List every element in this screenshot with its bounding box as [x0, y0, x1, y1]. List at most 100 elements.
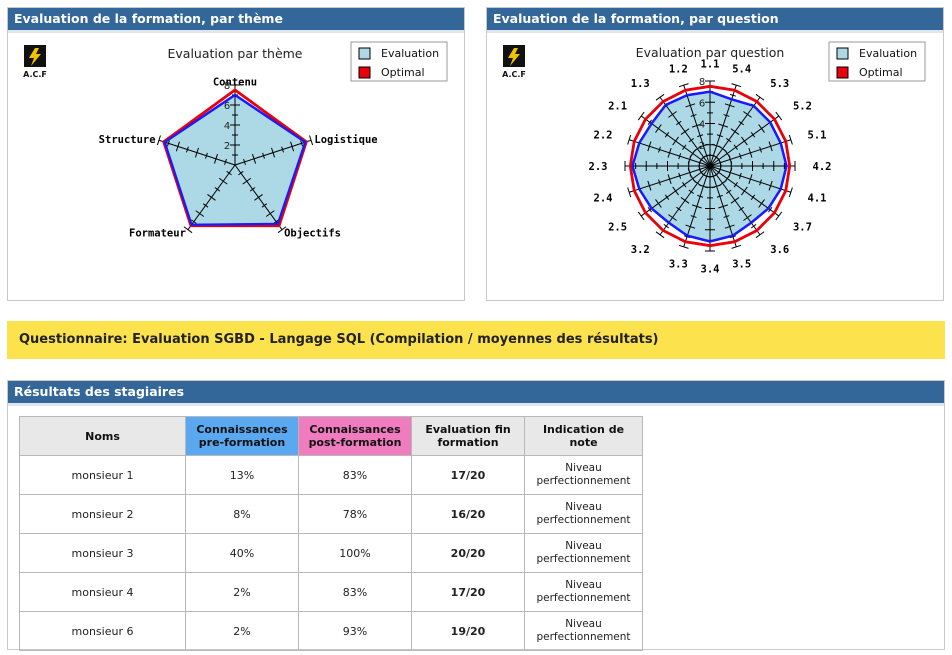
radar-tick — [750, 224, 757, 229]
cell-eval: 16/20 — [411, 494, 525, 534]
cell-post: 83% — [298, 455, 412, 495]
radar-tick — [678, 83, 689, 88]
cell-nom: monsieur 2 — [19, 494, 186, 534]
radar-tick — [254, 194, 263, 201]
acf-logo-question: A.C.F — [502, 45, 526, 79]
radar-tick — [668, 214, 677, 221]
radar-tick — [676, 206, 682, 212]
radar-tick — [680, 197, 690, 204]
radar-tick — [226, 170, 232, 176]
radar-tick — [723, 215, 730, 218]
radar-tick — [655, 199, 662, 208]
table-row: monsieur 6 2% 93% 19/20 Niveau perfection… — [19, 611, 643, 651]
results-panel-title: Résultats des stagiaires — [8, 381, 944, 406]
cell-note: Niveau perfectionnement — [524, 611, 643, 651]
radar-tick — [759, 179, 762, 186]
theme-chart-panel: Evaluation de la formation, par thème A.… — [7, 7, 465, 301]
radar-tick — [309, 135, 314, 146]
header-indication-note: Indication de note — [524, 416, 643, 456]
radar-tick — [238, 170, 244, 176]
cell-post: 83% — [298, 572, 412, 612]
question-chart-panel: Evaluation de la formation, par question… — [486, 7, 944, 301]
radar-tick — [202, 203, 209, 208]
question-radar-chart: Evaluation par question 2 4 6 8 1.1 5.4 5.3 5.2 5… — [589, 41, 926, 276]
radar-tick — [678, 153, 682, 160]
radar-axis-label: 3.5 — [732, 259, 751, 271]
radar-tick — [768, 206, 773, 213]
legend-swatch-evaluation — [358, 47, 371, 60]
radar-tick — [676, 120, 682, 126]
legend-label-optimal: Optimal — [381, 66, 425, 79]
radar-axis-label: 3.6 — [770, 244, 789, 256]
radar-tick — [743, 214, 752, 221]
radar-tick — [690, 215, 697, 218]
radar-tick — [214, 187, 221, 192]
radar-tick — [738, 120, 744, 126]
cell-eval: 20/20 — [411, 533, 525, 573]
svg-text:A.C.F: A.C.F — [23, 70, 47, 79]
series-optimal-line — [628, 84, 792, 248]
radar-tick — [788, 187, 793, 198]
radar-tick — [730, 197, 740, 204]
note-line1: Niveau — [565, 540, 602, 552]
header-eval-line1: Evaluation fin — [425, 423, 511, 436]
radar-tick — [682, 182, 687, 188]
radar-tick — [738, 172, 742, 179]
cell-pre: 2% — [185, 572, 299, 612]
radar-tick — [759, 146, 762, 153]
cell-post: 93% — [298, 611, 412, 651]
results-header-row: Noms Connaissances pre-formation Connais… — [19, 416, 643, 456]
radar-tick — [775, 111, 783, 121]
radar-tick — [663, 224, 670, 229]
radar-tick — [655, 124, 662, 133]
radar-tick — [716, 194, 723, 198]
radar-tick — [685, 224, 696, 229]
radar-axis-label: 5.1 — [808, 129, 827, 141]
radar-tick — [743, 111, 752, 118]
radar-axis-label: 3.7 — [793, 221, 812, 233]
cell-pre: 2% — [185, 611, 299, 651]
radar-tick — [729, 235, 736, 239]
radar-tick — [658, 146, 661, 153]
radar-tick — [655, 231, 665, 239]
radar-axis-label: Contenu — [213, 77, 257, 89]
radar-tick — [748, 174, 753, 185]
radar-tick — [678, 172, 682, 179]
radar-tick — [685, 103, 696, 108]
radar-tick — [647, 206, 652, 213]
radar-tick — [758, 124, 765, 133]
cell-post: 100% — [298, 533, 412, 573]
radar-tick — [724, 224, 735, 229]
radar-tick — [281, 146, 284, 153]
radar-tick — [667, 174, 672, 185]
legend-label-optimal: Optimal — [859, 66, 903, 79]
radar-tick — [678, 244, 689, 249]
radar-tick — [667, 147, 672, 158]
radar-tick — [205, 152, 208, 159]
radar-axis-label: 5.2 — [793, 101, 812, 113]
radar-tick — [691, 204, 702, 209]
radar-tick — [726, 189, 732, 194]
series-evaluation-line — [163, 93, 307, 226]
radar-tick — [186, 146, 189, 153]
header-eval-line2: formation — [437, 436, 499, 449]
radar-axis-label: 3.2 — [631, 244, 650, 256]
radar-tick — [726, 138, 732, 143]
radar-axis-label: 1.3 — [631, 78, 650, 90]
radar-tick — [252, 153, 257, 164]
radar-tick — [768, 180, 773, 191]
radar-tick — [175, 141, 180, 152]
radar-tick-label: 2 — [224, 141, 230, 152]
header-post-formation: Connaissances post-formation — [298, 416, 412, 456]
radar-tick — [688, 138, 694, 143]
radar-tick — [733, 144, 738, 150]
cell-nom: monsieur 1 — [19, 455, 186, 495]
radar-tick — [750, 132, 756, 138]
header-pre-line2: pre-formation — [198, 436, 286, 449]
radar-tick — [218, 177, 228, 185]
acf-logo-theme: A.C.F — [23, 45, 47, 79]
radar-tick — [647, 119, 652, 126]
radar-tick — [741, 186, 748, 196]
header-note-line2: note — [569, 436, 598, 449]
header-evaluation: Evaluation fin formation — [411, 416, 525, 456]
